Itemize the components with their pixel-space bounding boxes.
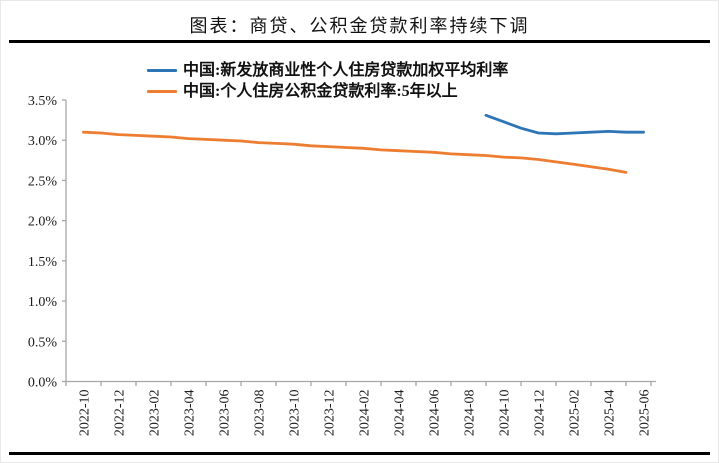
x-tick-label: 2023-02: [148, 390, 163, 437]
series-line-provident-fund-rate: [82, 130, 628, 174]
x-tick-label: 2024-08: [463, 390, 478, 437]
y-tick-label: 1.5%: [28, 255, 58, 270]
x-tick-label: 2023-12: [323, 390, 338, 437]
x-tick-label: 2022-12: [113, 390, 128, 437]
legend-item-commercial-loan-rate: 中国:新发放商业性个人住房贷款加权平均利率: [147, 60, 508, 81]
legend-label-provident-fund-rate: 中国:个人住房公积金贷款利率:5年以上: [183, 82, 458, 100]
line-swatch-blue-icon: [147, 69, 177, 72]
y-tick-label: 0.5%: [28, 335, 58, 350]
line-swatch-orange-icon: [147, 90, 177, 93]
x-tick-label: 2024-10: [498, 390, 513, 437]
y-tick-label: 3.0%: [28, 134, 58, 149]
y-tick-label: 2.5%: [28, 174, 58, 189]
y-tick-label: 2.0%: [28, 215, 58, 230]
x-tick-label: 2024-04: [393, 390, 408, 437]
x-tick-label: 2023-04: [183, 390, 198, 437]
x-tick-label: 2023-06: [218, 390, 233, 437]
x-tick-label: 2023-10: [288, 390, 303, 437]
x-tick-label: 2025-02: [568, 390, 583, 437]
series-line-commercial-loan-rate: [484, 113, 645, 136]
legend-item-provident-fund-rate: 中国:个人住房公积金贷款利率:5年以上: [147, 81, 508, 102]
x-tick-label: 2025-06: [638, 390, 653, 437]
legend-label-commercial-loan-rate: 中国:新发放商业性个人住房贷款加权平均利率: [183, 61, 509, 79]
x-tick-label: 2024-12: [533, 390, 548, 437]
bottom-divider: [9, 452, 710, 455]
legend: 中国:新发放商业性个人住房贷款加权平均利率 中国:个人住房公积金贷款利率:5年以…: [147, 60, 508, 102]
x-tick-label: 2024-02: [358, 390, 373, 437]
x-tick-label: 2023-08: [253, 390, 268, 437]
top-divider: [9, 40, 710, 43]
x-tick-label: 2024-06: [428, 390, 443, 437]
page-title: 图表：商贷、公积金贷款利率持续下调: [189, 16, 530, 36]
y-tick-label: 0.0%: [28, 376, 58, 391]
y-tick-label: 1.0%: [28, 295, 58, 310]
y-tick-label: 3.5%: [28, 94, 58, 109]
x-tick-label: 2025-04: [603, 390, 618, 437]
x-tick-label: 2022-10: [78, 390, 93, 437]
